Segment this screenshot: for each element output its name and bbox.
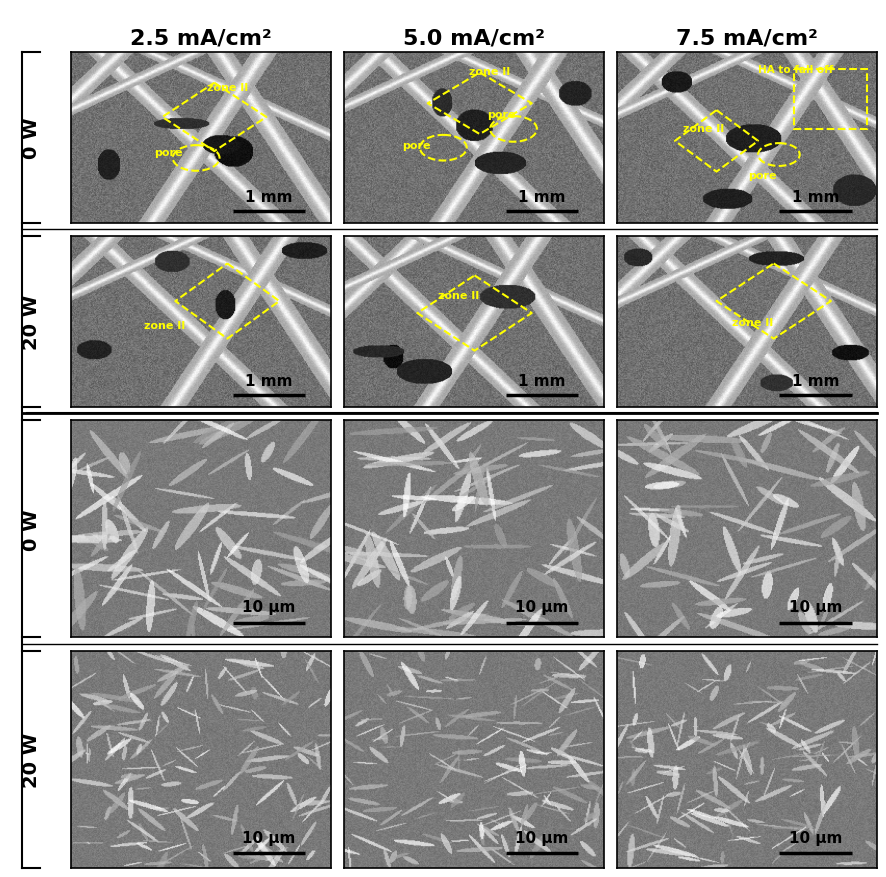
Text: 10 μm: 10 μm [516, 830, 569, 845]
Text: 0 W: 0 W [21, 118, 41, 159]
Text: zone II: zone II [206, 82, 248, 92]
Text: zone II: zone II [683, 124, 724, 133]
Text: 1 mm: 1 mm [245, 190, 292, 205]
Text: HA to fall off: HA to fall off [758, 66, 834, 75]
Text: 7.5 mA/cm²: 7.5 mA/cm² [676, 28, 818, 48]
Text: pore: pore [401, 140, 431, 151]
Text: 1 mm: 1 mm [791, 374, 839, 389]
Text: 10 μm: 10 μm [242, 599, 296, 614]
Text: zone II: zone II [470, 68, 510, 77]
Bar [795, 70, 867, 130]
Text: 10 μm: 10 μm [789, 599, 842, 614]
Text: 10 μm: 10 μm [516, 599, 569, 614]
Text: 10 μm: 10 μm [242, 830, 296, 845]
Text: pore: pore [154, 147, 183, 157]
Text: pore: pore [487, 110, 516, 120]
Text: 1 mm: 1 mm [518, 190, 566, 205]
Text: zone II: zone II [439, 290, 479, 300]
Text: 1 mm: 1 mm [518, 374, 566, 389]
Text: zone II: zone II [144, 321, 185, 331]
Text: 1 mm: 1 mm [245, 374, 292, 389]
Text: zone II: zone II [732, 317, 773, 328]
Text: 5.0 mA/cm²: 5.0 mA/cm² [403, 28, 545, 48]
Text: 1 mm: 1 mm [791, 190, 839, 205]
Text: pore: pore [748, 171, 776, 182]
Text: 20 W: 20 W [21, 732, 41, 788]
Text: 2.5 mA/cm²: 2.5 mA/cm² [130, 28, 272, 48]
Text: 20 W: 20 W [21, 295, 41, 350]
Text: 0 W: 0 W [21, 509, 41, 550]
Text: 10 μm: 10 μm [789, 830, 842, 845]
